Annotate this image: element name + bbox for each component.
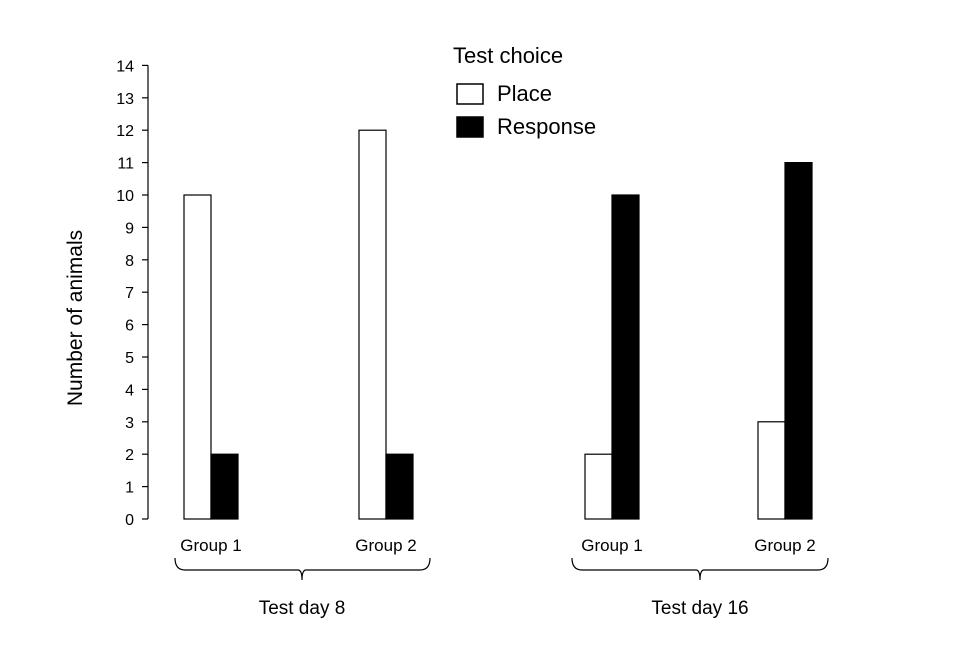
category-label: Group 1: [180, 536, 241, 555]
group-label: Test day 16: [651, 598, 748, 619]
y-tick-label: 1: [125, 480, 134, 497]
y-tick-label: 10: [116, 188, 134, 205]
legend: Test choice Place Response: [453, 43, 596, 139]
group-bracket: [571, 557, 829, 581]
bar-place-0: [183, 194, 212, 520]
category-labels: Group 1 Group 2 Group 1 Group 2: [180, 536, 815, 555]
legend-title: Test choice: [453, 43, 563, 68]
y-tick-label: 13: [116, 91, 134, 108]
y-tick-label: 2: [125, 447, 134, 464]
y-tick-label: 3: [125, 415, 134, 432]
y-tick-label: 14: [116, 58, 134, 75]
bar-place-2: [584, 453, 613, 520]
bar-place-3: [757, 421, 786, 520]
group-label: Test day 8: [259, 598, 346, 619]
y-tick-label: 4: [125, 382, 134, 399]
bar-response-0: [210, 453, 239, 520]
y-tick-label: 8: [125, 253, 134, 270]
y-tick-label: 0: [125, 512, 134, 529]
bar-response-2: [611, 194, 640, 520]
y-tick-label: 11: [117, 156, 134, 173]
y-tick-label: 5: [125, 350, 134, 367]
category-label: Group 1: [581, 536, 642, 555]
y-tick-label: 12: [116, 123, 134, 140]
group-bracket: [174, 557, 431, 581]
legend-swatch-response: [456, 116, 484, 138]
bar-response-3: [784, 162, 813, 520]
y-tick-label: 6: [125, 318, 134, 335]
legend-label-place: Place: [497, 81, 552, 106]
bars: [183, 129, 813, 520]
y-axis-label: Number of animals: [64, 230, 87, 406]
y-tick-label: 7: [125, 285, 134, 302]
bar-place-1: [358, 129, 387, 520]
group-brackets: Test day 8 Test day 16: [174, 557, 829, 619]
category-label: Group 2: [355, 536, 416, 555]
legend-label-response: Response: [497, 114, 596, 139]
legend-swatch-place: [456, 83, 484, 105]
y-tick-label: 9: [125, 220, 134, 237]
bar-response-1: [385, 453, 414, 520]
category-label: Group 2: [754, 536, 815, 555]
